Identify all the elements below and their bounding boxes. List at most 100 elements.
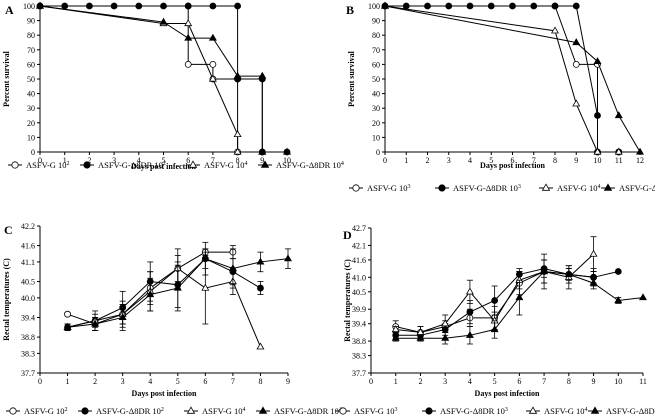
- data-point: [572, 2, 580, 10]
- panel-d: D 0 1 2 3 4 5 6 7 8 9 10 11 37.7 38.3 38.8 39.4 39.9 40.5 4…: [336, 224, 655, 416]
- legend-item: ASFV-G 104: [526, 406, 588, 416]
- y-tick-label: 38.3: [352, 352, 366, 361]
- y-tick-label: 100: [23, 2, 35, 11]
- data-point: [228, 264, 237, 272]
- data-point: [258, 71, 267, 79]
- y-tick-label: 60: [27, 60, 35, 69]
- data-point: [509, 2, 516, 10]
- x-tick-label: 3: [112, 156, 116, 165]
- legend-item: ASFV-G-Δ8DR 104: [256, 406, 342, 416]
- legend-label-exponent: 4: [598, 184, 601, 190]
- data-point: [491, 297, 499, 304]
- data-point: [208, 74, 217, 82]
- data-point: [639, 293, 647, 301]
- y-tick-label: 90: [372, 17, 380, 26]
- panel-letter: B: [346, 3, 354, 17]
- data-point: [515, 293, 524, 301]
- legend-label: ASFV-G 102: [26, 160, 70, 170]
- legend-label: ASFV-G 102: [24, 406, 68, 416]
- data-point: [572, 38, 581, 46]
- series-4: [36, 1, 291, 155]
- y-tick-label: 42.2: [21, 222, 35, 231]
- x-tick-label: 8: [567, 377, 571, 386]
- legend-label: ASFV-G 103: [367, 183, 411, 193]
- y-tick-label: 80: [372, 31, 380, 40]
- legend-marker: [590, 406, 600, 414]
- x-tick-label: 11: [639, 377, 647, 386]
- panel-letter: C: [4, 223, 13, 237]
- y-tick-label: 42.7: [352, 224, 366, 233]
- data-point: [159, 17, 168, 25]
- series-1: [36, 2, 266, 156]
- legend-item: ASFV-G 103: [349, 183, 411, 193]
- x-tick-label: 7: [211, 156, 215, 165]
- y-tick-label: 38.3: [21, 349, 35, 358]
- data-point: [551, 26, 559, 34]
- data-point: [589, 249, 598, 257]
- legend: ASFV-G 103 ASFV-G-Δ8DR 103 ASFV-G 104 ASFV-…: [336, 406, 655, 416]
- legend-item: ASFV-G 104: [539, 183, 601, 193]
- x-tick-label: 3: [121, 377, 125, 386]
- series-2: [392, 259, 622, 339]
- legend-label-exponent: 2: [67, 161, 70, 167]
- x-tick-label: 2: [87, 156, 91, 165]
- legend-item: ASFV-G-Δ8DR 102: [80, 160, 166, 170]
- legend-item: ASFV-G 104: [184, 406, 246, 416]
- y-tick-label: 10: [372, 133, 380, 142]
- panel-a: A0 1 2 3 4 5 6 7 8 9 100102030405060708090100Days …: [2, 1, 344, 171]
- y-axis-label: Percent survival: [2, 50, 11, 106]
- data-point: [445, 2, 453, 10]
- y-axis-label: Rectal temperatures (C): [2, 258, 11, 341]
- y-tick-label: 38.8: [21, 333, 35, 342]
- data-point: [234, 2, 242, 10]
- data-point: [209, 61, 217, 68]
- data-point: [173, 283, 182, 291]
- legend-label-exponent: 2: [163, 161, 166, 167]
- data-point: [118, 313, 127, 321]
- data-point: [465, 330, 474, 338]
- y-tick-label: 40.5: [21, 278, 35, 287]
- data-point: [36, 1, 44, 9]
- x-tick-label: 8: [236, 156, 240, 165]
- legend-label-exponent: 4: [585, 407, 588, 413]
- series-line: [384, 5, 641, 153]
- legend-marker: [258, 406, 268, 414]
- data-point: [594, 112, 601, 119]
- series-line: [40, 5, 287, 153]
- x-tick-label: 2: [426, 156, 430, 165]
- y-tick-label: 70: [27, 46, 35, 55]
- data-point: [402, 2, 410, 10]
- legend-label-base: ASFV-G 10: [24, 406, 65, 416]
- y-tick-label: 37.7: [21, 369, 35, 378]
- y-tick-label: 40: [27, 90, 35, 99]
- x-tick-label: 6: [186, 156, 190, 165]
- x-axis-label: Days post infection: [475, 389, 540, 398]
- legend-label-exponent: 2: [65, 407, 68, 413]
- x-tick-label: 0: [383, 156, 387, 165]
- series-1: [381, 2, 623, 156]
- x-tick-label: 7: [532, 156, 536, 165]
- data-point: [64, 310, 71, 318]
- legend-label-exponent: 3: [518, 184, 521, 190]
- x-tick-label: 1: [66, 377, 70, 386]
- y-tick-label: 90: [27, 17, 35, 26]
- data-point: [572, 99, 581, 107]
- data-point: [614, 111, 623, 119]
- y-tick-label: 80: [27, 31, 35, 40]
- x-tick-label: 9: [286, 377, 290, 386]
- data-point: [256, 257, 265, 265]
- y-tick-label: 41.0: [352, 273, 366, 282]
- x-tick-label: 8: [553, 156, 557, 165]
- data-point: [184, 19, 193, 27]
- series-4: [381, 1, 644, 155]
- y-tick-label: 39.9: [352, 305, 366, 314]
- y-tick-label: 41.1: [21, 258, 35, 267]
- x-tick-label: 5: [162, 156, 166, 165]
- data-point: [490, 325, 499, 333]
- x-tick-label: 10: [594, 156, 602, 165]
- legend-label-base: ASFV-G-Δ8DR 10: [98, 160, 163, 170]
- legend-marker: [528, 406, 538, 414]
- x-tick-label: 4: [148, 377, 152, 386]
- data-point: [91, 319, 100, 327]
